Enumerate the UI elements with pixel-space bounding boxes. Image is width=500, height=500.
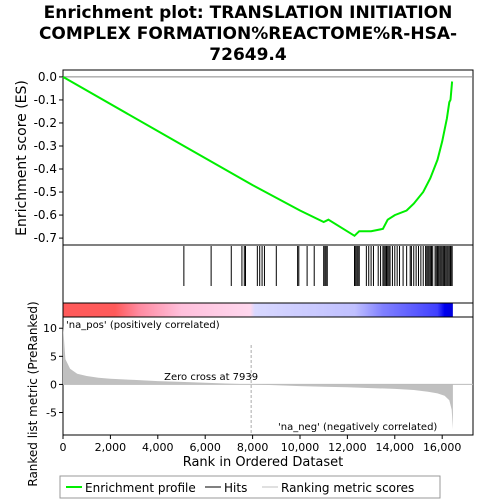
es-tick-label: -0.2 xyxy=(34,116,57,130)
es-tick-label: -0.4 xyxy=(34,162,57,176)
x-axis-label: Rank in Ordered Dataset xyxy=(183,455,344,470)
es-panel: 0.0 -0.1 -0.2 -0.3 -0.4 -0.5 -0.6 -0.7 Enrichme… xyxy=(14,69,474,246)
x-tick-label: 8,000 xyxy=(237,441,269,454)
chart-title-line-3: 72649.4 xyxy=(209,45,287,65)
x-tick-label: 14,000 xyxy=(376,441,415,454)
x-tick-label: 16,000 xyxy=(423,441,462,454)
hits-panel-frame xyxy=(62,244,474,304)
es-tick-label: 0.0 xyxy=(38,70,57,84)
x-tick-label: 10,000 xyxy=(281,441,320,454)
es-profile-line xyxy=(62,76,454,238)
es-tick-label: -0.6 xyxy=(34,208,57,222)
es-tick-label: -0.5 xyxy=(34,185,57,199)
legend: Enrichment profile Hits Ranking metric s… xyxy=(59,475,441,499)
metric-panel: 10 5 0 -5 Zero cross at 7939 'na_pos' (posi… xyxy=(26,301,474,487)
legend-hits-label: Hits xyxy=(224,481,247,495)
hit-marks xyxy=(183,246,453,286)
legend-es-label: Enrichment profile xyxy=(85,481,196,495)
es-y-axis-label: Enrichment score (ES) xyxy=(14,80,30,236)
es-tick-label: -0.1 xyxy=(34,93,57,107)
metric-tick-label: 10 xyxy=(43,322,57,335)
ranking-color-bar xyxy=(63,303,453,317)
neg-correlated-label: 'na_neg' (negatively correlated) xyxy=(278,422,437,433)
x-tick-label: 2,000 xyxy=(95,441,127,454)
legend-frame xyxy=(59,475,441,499)
x-tick-label: 6,000 xyxy=(189,441,221,454)
pos-correlated-label: 'na_pos' (positively correlated) xyxy=(66,320,220,331)
hits-panel xyxy=(62,244,474,304)
chart-title-line-2: COMPLEX FORMATION%REACTOME%R-HSA- xyxy=(39,24,457,44)
x-tick-label: 4,000 xyxy=(142,441,174,454)
es-tick-label: -0.3 xyxy=(34,139,57,153)
metric-panel-frame xyxy=(62,316,474,436)
x-tick-label: 0 xyxy=(60,441,67,454)
es-tick-label: -0.7 xyxy=(34,231,57,245)
x-tick-label: 12,000 xyxy=(328,441,367,454)
metric-tick-label: -5 xyxy=(46,407,57,420)
metric-axis-ticks: 10 5 0 -5 xyxy=(43,322,63,420)
x-axis-ticks: 0 2,000 4,000 6,000 8,000 10,000 12,000 14,000 1… xyxy=(60,435,462,454)
chart-title-line-1: Enrichment plot: TRANSLATION INITIATION xyxy=(44,3,453,23)
legend-metric-label: Ranking metric scores xyxy=(281,481,414,495)
metric-tick-label: 0 xyxy=(50,378,57,391)
metric-y-axis-label: Ranked list metric (PreRanked) xyxy=(26,301,40,486)
colorbar-panel xyxy=(62,302,474,318)
es-panel-frame xyxy=(62,69,474,246)
metric-tick-label: 5 xyxy=(50,350,57,363)
es-axis-ticks: 0.0 -0.1 -0.2 -0.3 -0.4 -0.5 -0.6 -0.7 xyxy=(34,70,63,245)
zero-cross-label: Zero cross at 7939 xyxy=(164,372,258,383)
